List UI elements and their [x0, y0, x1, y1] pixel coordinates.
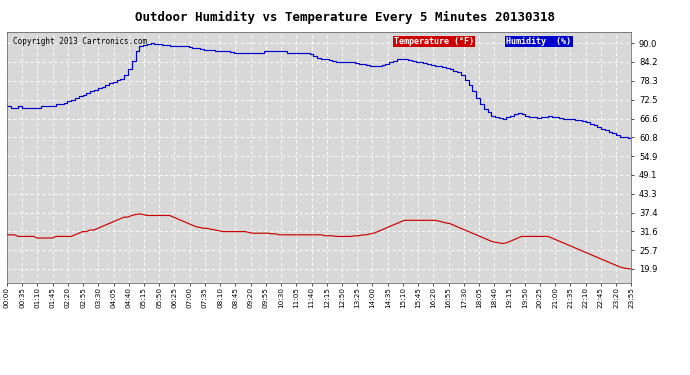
Text: Temperature (°F): Temperature (°F): [394, 37, 474, 46]
Text: Copyright 2013 Cartronics.com: Copyright 2013 Cartronics.com: [13, 37, 147, 46]
Text: Humidity  (%): Humidity (%): [506, 37, 571, 46]
Text: Outdoor Humidity vs Temperature Every 5 Minutes 20130318: Outdoor Humidity vs Temperature Every 5 …: [135, 11, 555, 24]
